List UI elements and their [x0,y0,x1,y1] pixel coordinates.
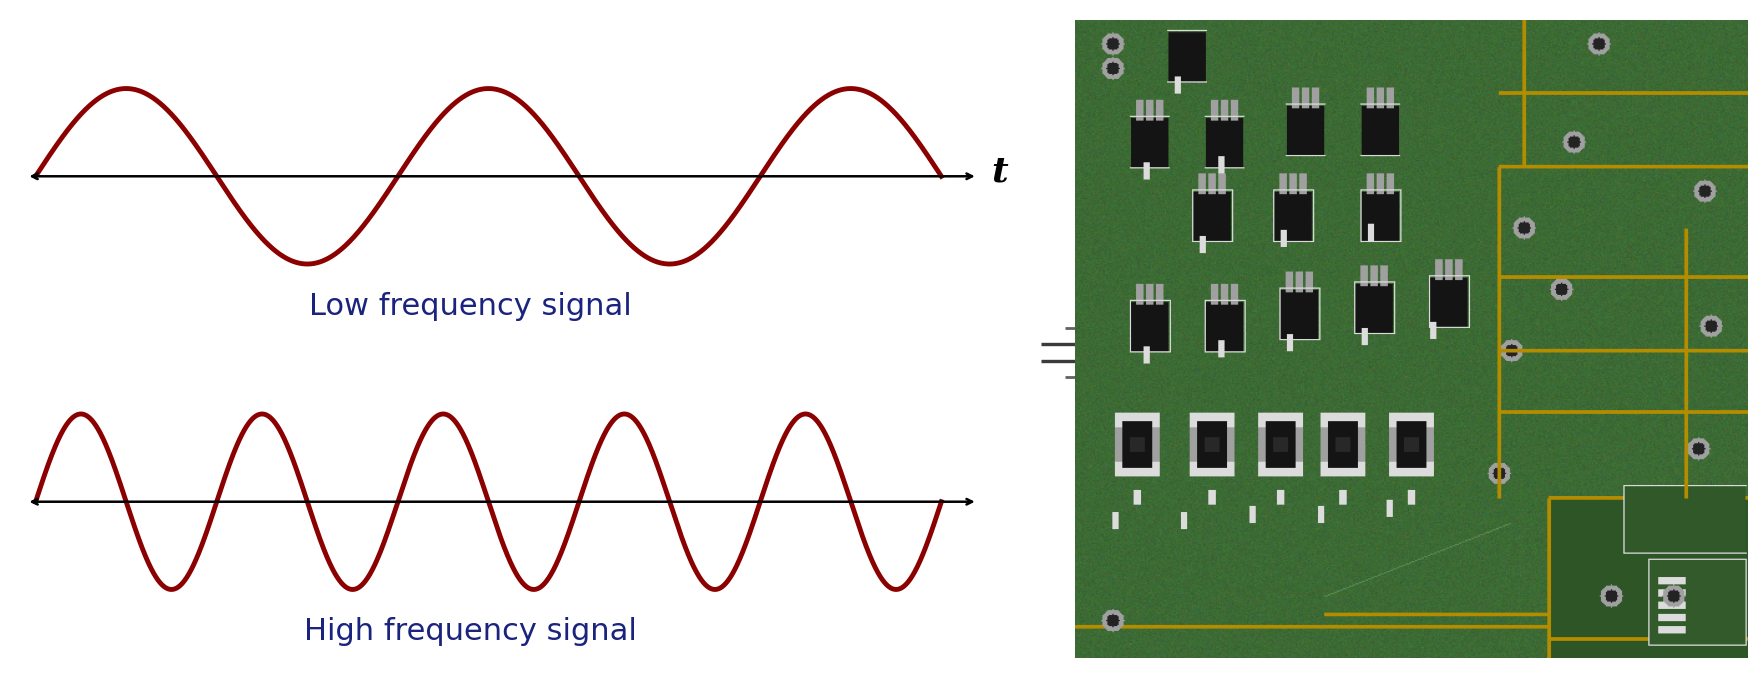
FancyArrow shape [1140,287,1297,418]
Text: Low frequency signal: Low frequency signal [309,292,631,321]
Text: High frequency signal: High frequency signal [304,618,636,647]
Text: t: t [991,155,1009,189]
